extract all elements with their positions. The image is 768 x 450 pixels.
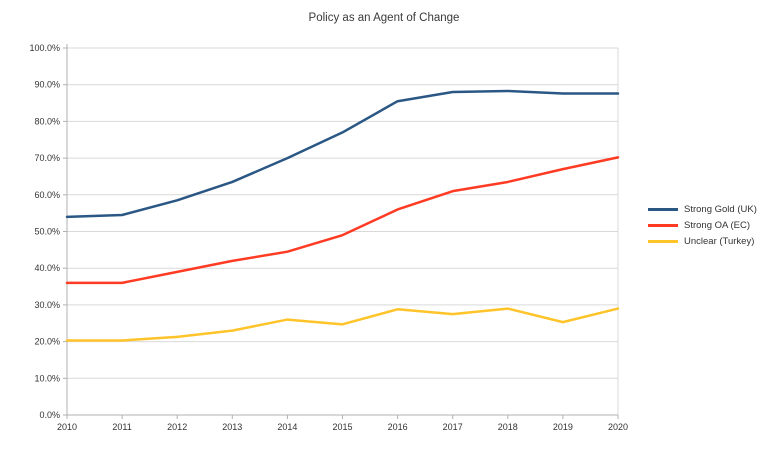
legend-item: Strong OA (EC) xyxy=(648,217,757,233)
chart-legend: Strong Gold (UK) Strong OA (EC) Unclear (T… xyxy=(648,201,757,249)
x-axis-tick-label: 2013 xyxy=(222,422,242,432)
x-axis-tick-label: 2019 xyxy=(553,422,573,432)
y-axis-tick-label: 90.0% xyxy=(34,80,60,90)
chart-title: Policy as an Agent of Change xyxy=(308,12,460,24)
x-axis-tick-label: 2015 xyxy=(332,422,352,432)
x-axis-tick-label: 2010 xyxy=(57,422,77,432)
y-axis-tick-label: 40.0% xyxy=(34,263,60,273)
series-line-strong-oa-ec xyxy=(65,156,620,285)
legend-item: Strong Gold (UK) xyxy=(648,201,757,217)
x-axis-tick-label: 2020 xyxy=(608,422,628,432)
y-axis-tick-label: 70.0% xyxy=(34,153,60,163)
x-axis-tick-label: 2012 xyxy=(167,422,187,432)
legend-line-swatch xyxy=(648,223,678,227)
x-axis-tick-label: 2017 xyxy=(443,422,463,432)
legend-line-swatch xyxy=(648,239,678,243)
legend-line-swatch xyxy=(648,207,678,211)
y-axis-tick-label: 10.0% xyxy=(34,373,60,383)
series-line-unclear-turkey xyxy=(65,307,620,342)
y-axis-tick-label: 100.0% xyxy=(29,43,60,53)
y-axis-tick-label: 60.0% xyxy=(34,190,60,200)
x-axis-tick-label: 2018 xyxy=(498,422,518,432)
y-axis-tick-label: 80.0% xyxy=(34,116,60,126)
legend-label: Strong OA (EC) xyxy=(684,219,750,231)
legend-label: Unclear (Turkey) xyxy=(684,235,755,247)
y-axis-tick-label: 0.0% xyxy=(39,410,60,420)
y-axis-tick-label: 30.0% xyxy=(34,300,60,310)
y-axis-tick-label: 50.0% xyxy=(34,227,60,237)
x-axis-tick-label: 2011 xyxy=(112,422,131,432)
x-axis-tick-label: 2016 xyxy=(388,422,408,432)
legend-label: Strong Gold (UK) xyxy=(684,203,757,215)
y-axis-tick-label: 20.0% xyxy=(34,337,60,347)
x-axis-tick-label: 2014 xyxy=(277,422,297,432)
series-line-strong-gold-uk xyxy=(65,89,620,219)
legend-item: Unclear (Turkey) xyxy=(648,233,757,249)
